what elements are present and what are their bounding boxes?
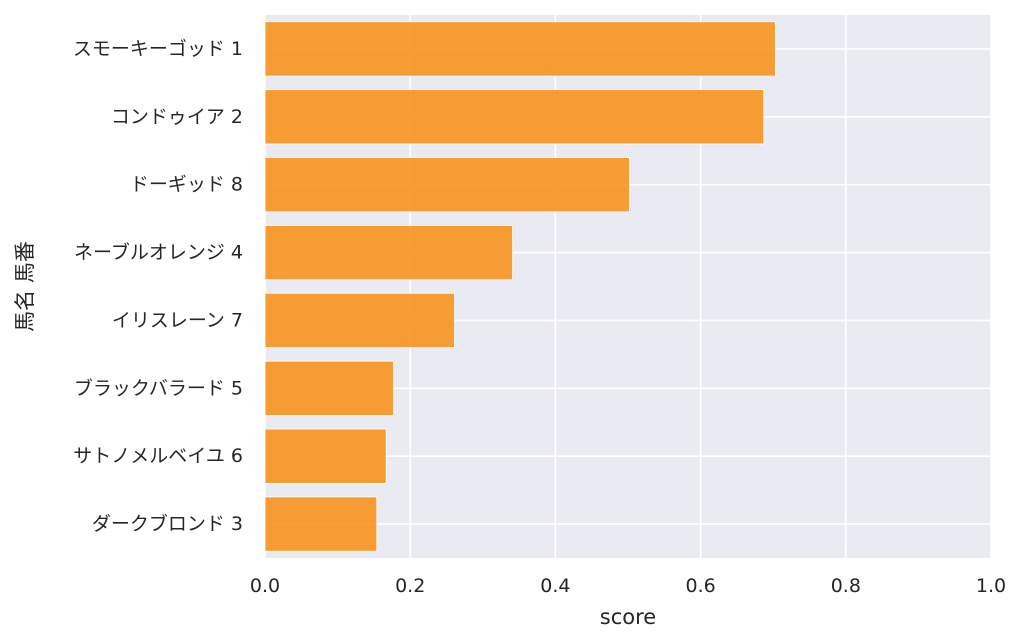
category-label: サトノメルベイユ 6 xyxy=(73,445,243,467)
x-tick-label: 0.0 xyxy=(250,575,280,597)
x-tick-labels: 0.0 0.2 0.4 0.6 0.8 1.0 xyxy=(250,575,1006,597)
x-tick-label: 0.2 xyxy=(395,575,425,597)
bars xyxy=(264,21,776,552)
bar xyxy=(264,292,455,348)
category-label: ネーブルオレンジ 4 xyxy=(74,241,243,264)
bar xyxy=(264,428,387,484)
category-label: スモーキーゴッド 1 xyxy=(73,38,243,60)
category-label: ブラックバラード 5 xyxy=(74,376,243,399)
x-tick-label: 1.0 xyxy=(976,575,1006,597)
category-label: ドーギッド 8 xyxy=(130,174,243,196)
category-label: イリスレーン 7 xyxy=(112,309,243,331)
category-label: コンドゥイア 2 xyxy=(111,106,243,128)
y-axis-title: 馬名 馬番 xyxy=(13,241,37,332)
bar xyxy=(264,360,394,416)
category-label: ダークブロンド 3 xyxy=(92,512,243,535)
bar xyxy=(264,225,513,281)
x-tick-label: 0.8 xyxy=(831,575,861,597)
x-tick-label: 0.4 xyxy=(540,575,570,597)
x-axis-title: score xyxy=(600,605,656,629)
bar xyxy=(264,21,776,77)
category-labels: スモーキーゴッド 1 コンドゥイア 2 ドーギッド 8 ネーブルオレンジ 4 イリスレー… xyxy=(73,38,243,535)
bar xyxy=(264,496,378,552)
bar xyxy=(264,157,630,213)
x-tick-label: 0.6 xyxy=(685,575,715,597)
bar xyxy=(264,89,765,145)
